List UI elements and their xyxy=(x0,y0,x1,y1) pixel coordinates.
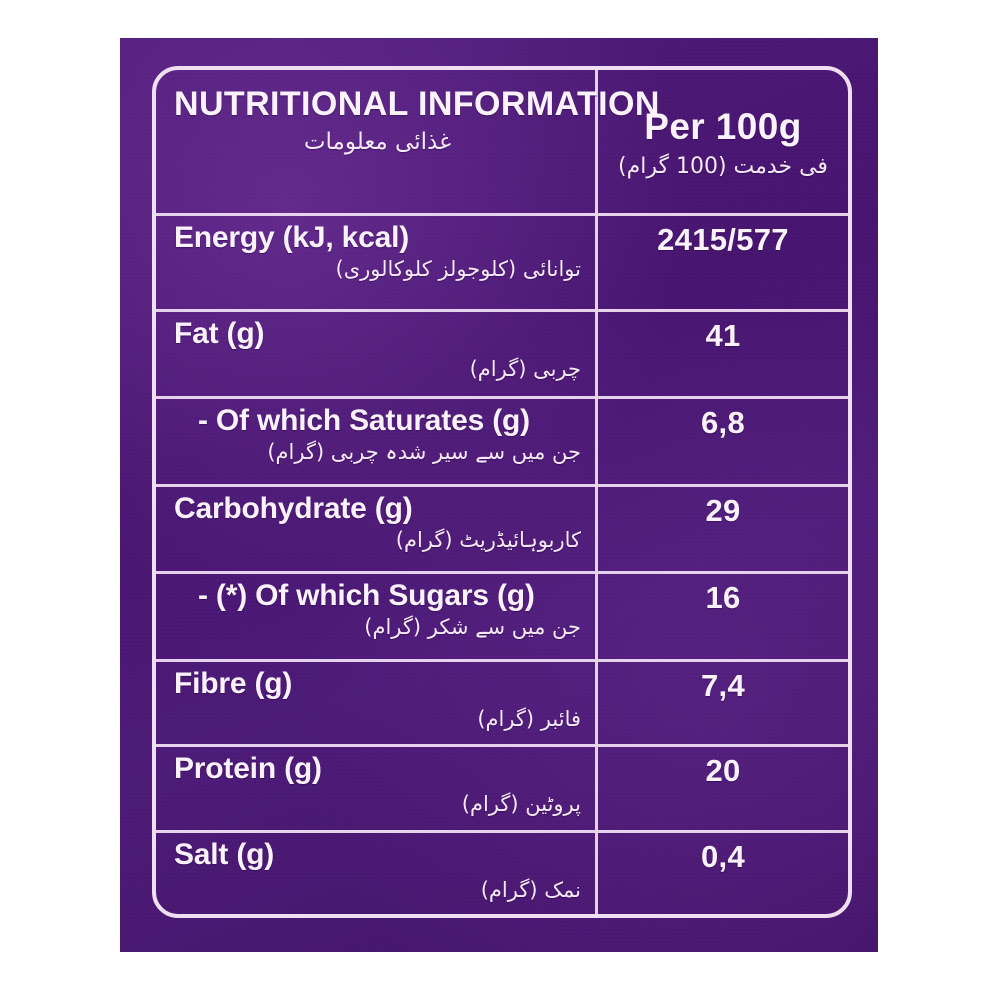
nutrient-name-cell: Fibre (g) فائبر (گرام) xyxy=(156,662,598,744)
table-row: Fibre (g) فائبر (گرام) 7,4 xyxy=(156,662,848,747)
nutrient-name-english: Salt (g) xyxy=(174,838,275,871)
table-row: Salt (g) نمک (گرام) 0,4 xyxy=(156,833,848,914)
nutrient-value-cell: 16 xyxy=(598,574,848,659)
nutrient-value: 2415/577 xyxy=(657,222,789,257)
table-row: Carbohydrate (g) کاربوہائیڈریٹ (گرام) 29 xyxy=(156,487,848,574)
nutrient-name-cell: Energy (kJ, kcal) توانائی (کلوجولز کلوکا… xyxy=(156,216,598,309)
nutrient-value-cell: 20 xyxy=(598,747,848,830)
nutrient-value-cell: 0,4 xyxy=(598,833,848,914)
nutrient-name-english: Fibre (g) xyxy=(174,667,293,700)
nutrient-value-cell: 7,4 xyxy=(598,662,848,744)
nutrient-value: 20 xyxy=(705,753,741,788)
nutrient-value-cell: 41 xyxy=(598,312,848,396)
nutrient-name-urdu: نمک (گرام) xyxy=(480,877,581,902)
table-header-row: NUTRITIONAL INFORMATION غذائی معلومات Pe… xyxy=(156,70,848,216)
nutrient-name-english: - Of which Saturates (g) xyxy=(198,404,530,437)
nutrient-name-cell: - (*) Of which Sugars (g) جن میں سے شکر … xyxy=(156,574,598,659)
nutrient-name-cell: Carbohydrate (g) کاربوہائیڈریٹ (گرام) xyxy=(156,487,598,571)
nutrient-value-cell: 29 xyxy=(598,487,848,571)
nutrient-name-english: - (*) Of which Sugars (g) xyxy=(198,579,535,612)
nutrient-name-urdu: فائبر (گرام) xyxy=(477,706,581,731)
nutrient-name-english: Carbohydrate (g) xyxy=(174,492,413,525)
table-row: - Of which Saturates (g) جن میں سے سیر ش… xyxy=(156,399,848,487)
nutrient-name-urdu: چربی (گرام) xyxy=(469,356,581,381)
nutrient-name-urdu: توانائی (کلوجولز کلوکالوری) xyxy=(335,256,582,281)
nutrient-name-cell: Fat (g) چربی (گرام) xyxy=(156,312,598,396)
nutrient-name-cell: Salt (g) نمک (گرام) xyxy=(156,833,598,914)
nutrient-name-english: Energy (kJ, kcal) xyxy=(174,221,410,254)
table-title-english: NUTRITIONAL INFORMATION xyxy=(174,85,660,123)
nutrition-information-table: NUTRITIONAL INFORMATION غذائی معلومات Pe… xyxy=(152,66,852,918)
nutrient-name-cell: Protein (g) پروٹین (گرام) xyxy=(156,747,598,830)
nutrient-value: 16 xyxy=(705,580,741,615)
nutrient-value: 0,4 xyxy=(701,839,745,874)
nutrient-name-urdu: جن میں سے شکر (گرام) xyxy=(364,614,581,639)
table-row: Fat (g) چربی (گرام) 41 xyxy=(156,312,848,399)
table-title-urdu: غذائی معلومات xyxy=(303,129,452,156)
nutrient-value: 29 xyxy=(705,493,741,528)
nutrient-value-cell: 2415/577 xyxy=(598,216,848,309)
nutrient-value-cell: 6,8 xyxy=(598,399,848,484)
header-per-cell: Per 100g فی خدمت (100 گرام) xyxy=(598,70,848,213)
nutrient-name-urdu: کاربوہائیڈریٹ (گرام) xyxy=(395,527,581,552)
nutrient-value: 7,4 xyxy=(701,668,745,703)
table-row: - (*) Of which Sugars (g) جن میں سے شکر … xyxy=(156,574,848,662)
nutrient-name-english: Protein (g) xyxy=(174,752,322,785)
per-amount-urdu: فی خدمت (100 گرام) xyxy=(618,153,828,179)
per-amount-english: Per 100g xyxy=(644,105,802,147)
nutrient-name-cell: - Of which Saturates (g) جن میں سے سیر ش… xyxy=(156,399,598,484)
nutrient-name-urdu: جن میں سے سیر شدہ چربی (گرام) xyxy=(267,439,581,464)
nutrient-name-urdu: پروٹین (گرام) xyxy=(461,791,581,816)
table-row: Energy (kJ, kcal) توانائی (کلوجولز کلوکا… xyxy=(156,216,848,312)
table-row: Protein (g) پروٹین (گرام) 20 xyxy=(156,747,848,833)
header-title-cell: NUTRITIONAL INFORMATION غذائی معلومات xyxy=(156,70,660,213)
nutrient-value: 41 xyxy=(705,318,741,353)
nutrient-name-english: Fat (g) xyxy=(174,317,265,350)
nutrient-value: 6,8 xyxy=(701,405,745,440)
